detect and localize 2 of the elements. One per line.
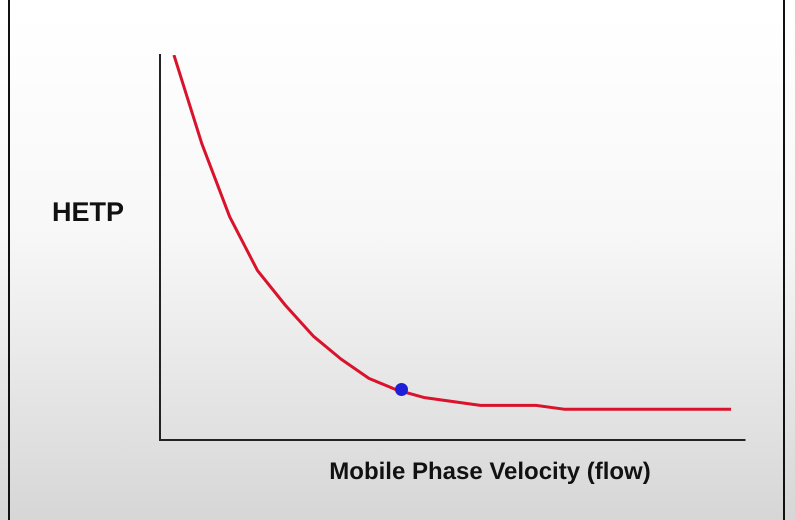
x-axis-title: Mobile Phase Velocity (flow) bbox=[328, 458, 652, 486]
y-axis-title: HETP bbox=[52, 197, 124, 228]
